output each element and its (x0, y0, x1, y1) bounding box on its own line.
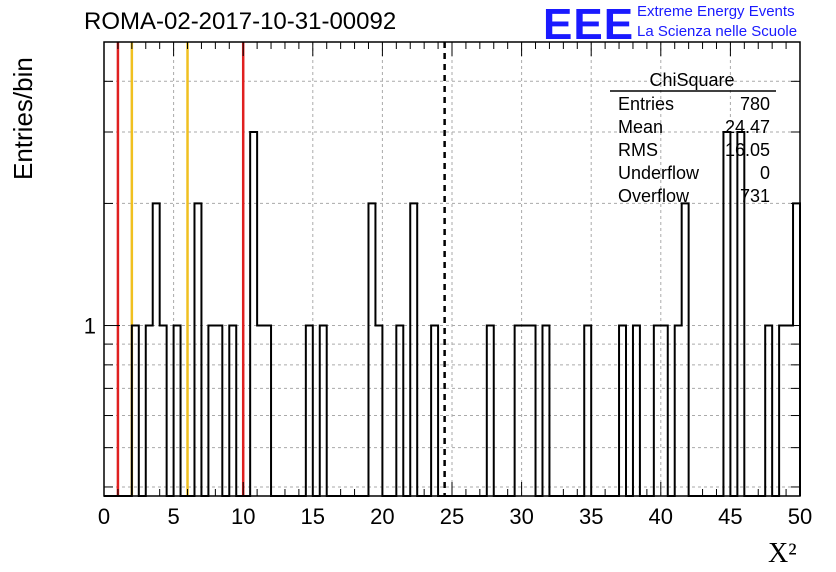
stats-label: Overflow (618, 186, 690, 206)
plot-title: ROMA-02-2017-10-31-00092 (84, 8, 397, 35)
stats-label: Underflow (618, 163, 700, 183)
x-tick-label: 45 (718, 504, 742, 529)
axis-ticks (103, 42, 801, 496)
tick-labels: 0 5 10 15 20 25 30 35 40 45 50 1 (84, 314, 812, 529)
stats-value: 24.47 (725, 117, 770, 137)
stats-box: ChiSquare Entries 780 Mean 24.47 RMS 16.05 Und… (610, 70, 776, 206)
logo-subtitle-line2: La Scienza nelle Scuole (637, 23, 798, 40)
x-axis-label: X² (768, 538, 797, 569)
logo-subtitle-line1: Extreme Energy Events (637, 3, 795, 20)
x-tick-label: 0 (98, 504, 110, 529)
x-tick-label: 15 (301, 504, 325, 529)
stats-value: 780 (740, 94, 770, 114)
x-tick-label: 50 (788, 504, 812, 529)
stats-label: Entries (618, 94, 674, 114)
stats-value: 731 (740, 186, 770, 206)
eee-logo: EEE (543, 0, 635, 49)
stats-label: RMS (618, 140, 658, 160)
stats-title: ChiSquare (649, 70, 734, 90)
stats-value: 16.05 (725, 140, 770, 160)
x-tick-label: 20 (370, 504, 394, 529)
x-tick-label: 10 (231, 504, 255, 529)
x-tick-label: 40 (649, 504, 673, 529)
x-tick-label: 25 (440, 504, 464, 529)
x-tick-label: 30 (509, 504, 533, 529)
stats-value: 0 (760, 163, 770, 183)
x-tick-label: 35 (579, 504, 603, 529)
y-tick-label: 1 (84, 314, 96, 339)
stats-label: Mean (618, 117, 663, 137)
x-tick-label: 5 (167, 504, 179, 529)
